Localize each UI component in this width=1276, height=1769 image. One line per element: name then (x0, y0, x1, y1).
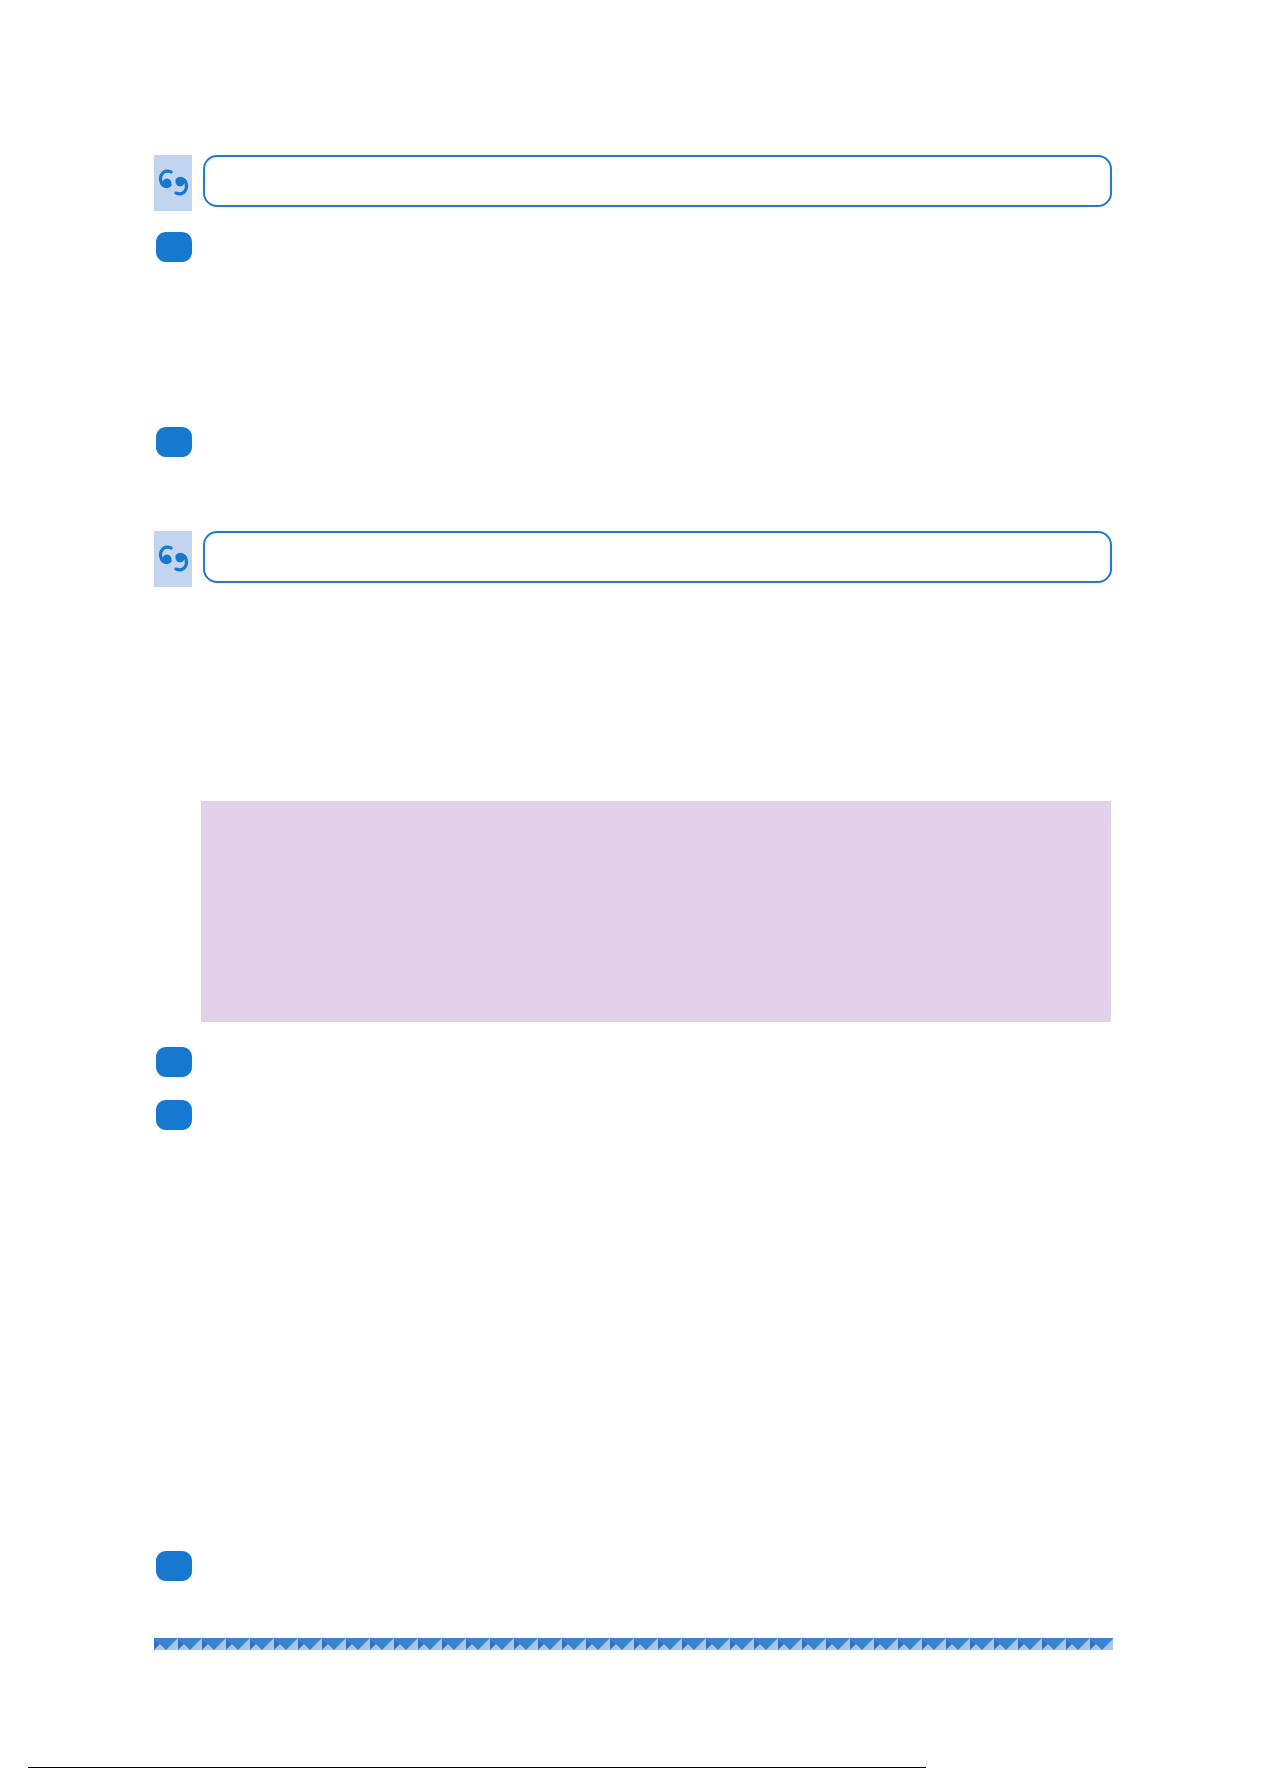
quote-icon (154, 531, 192, 587)
step-badge-2 (156, 427, 192, 457)
footer-text (931, 1758, 1131, 1769)
footer-rule (28, 1767, 926, 1768)
quote-icon (154, 155, 192, 211)
step-badge-1 (156, 232, 192, 262)
section-header-2 (203, 531, 1112, 583)
step-badge-3 (156, 1047, 192, 1077)
section-header-1 (203, 155, 1112, 207)
highlight-panel (201, 801, 1111, 1022)
step-badge-4 (156, 1100, 192, 1130)
decorative-stripe (154, 1638, 1113, 1650)
step-badge-5 (156, 1551, 192, 1581)
